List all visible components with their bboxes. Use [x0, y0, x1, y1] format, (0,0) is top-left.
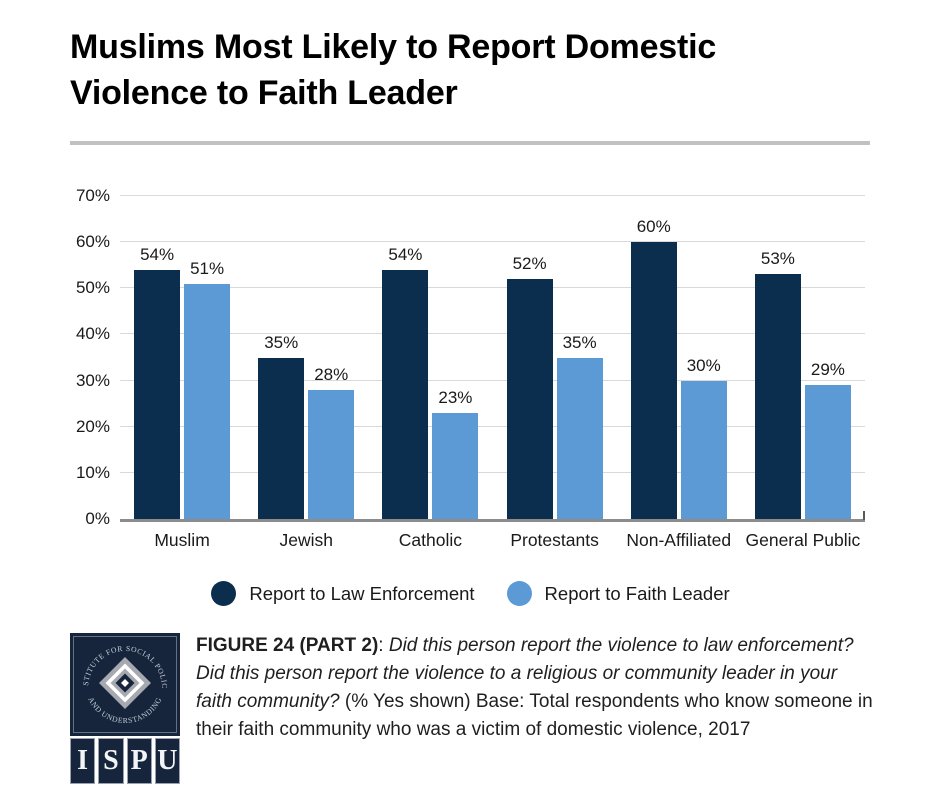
plot-area: 54% 51% 35% 28% 54% 23% 52% 35% 60% 30% 53% 29% [120, 195, 865, 522]
legend: Report to Law Enforcement Report to Faith… [0, 581, 941, 606]
ispu-letter-i: I [70, 738, 96, 784]
logo-diamond-and-arc-text: INSTITUTE FOR SOCIAL POLICY AND UNDERSTA… [70, 633, 168, 725]
bar-value-label: 29% [810, 360, 845, 380]
y-tick-label: 50% [75, 278, 110, 298]
bar: 30% [680, 356, 727, 519]
gridline [120, 241, 865, 243]
bar-group: 60% 30% [617, 196, 741, 519]
ispu-logo: INSTITUTE FOR SOCIAL POLICY AND UNDERSTA… [70, 633, 180, 784]
caption-question-text: Did this person report the violence to l… [196, 635, 854, 712]
caption-separator: : [378, 635, 389, 656]
bar: 28% [308, 365, 355, 519]
y-tick-label: 0% [85, 509, 110, 528]
bar-value-label: 51% [190, 258, 225, 278]
ispu-letter-row: I S P U [70, 738, 180, 784]
bar-group: 54% 51% [120, 196, 244, 519]
bar-value-label: 54% [388, 244, 423, 264]
logo-inner-border [73, 636, 177, 733]
ispu-letter-u: U [154, 738, 180, 784]
gridline [120, 333, 865, 335]
legend-swatch-circle [211, 581, 237, 606]
legend-swatch-circle [506, 581, 532, 606]
bar-group: 52% 35% [493, 196, 617, 519]
bar: 35% [258, 333, 305, 519]
bar-value-label: 28% [314, 364, 349, 384]
bar: 29% [804, 360, 851, 519]
bar: 23% [432, 388, 479, 519]
y-tick-label: 20% [75, 416, 110, 436]
figure-number-label: FIGURE 24 (PART 2) [196, 635, 379, 656]
bar: 54% [382, 245, 429, 519]
ispu-letter-p: P [126, 738, 152, 784]
gridline [120, 287, 865, 289]
legend-label: Report to Faith Leader [544, 582, 730, 604]
bar-value-label: 35% [264, 332, 299, 352]
y-axis-labels: 0% 10% 20% 30% 40% 50% 60% 70% [30, 186, 110, 528]
title-divider [70, 141, 870, 145]
gridline [120, 379, 865, 381]
bar: 54% [134, 245, 181, 519]
bar: 51% [184, 259, 231, 519]
legend-label: Report to Law Enforcement [249, 582, 475, 604]
bar-group: 53% 29% [741, 196, 865, 519]
x-axis-labels: Muslim Jewish Catholic Protestants Non-Affil… [120, 529, 865, 579]
y-tick-label: 40% [75, 324, 110, 344]
x-axis-label: Protestants [510, 530, 599, 550]
gridline [120, 195, 865, 196]
bar-value-label: 30% [686, 355, 721, 375]
y-tick-label: 60% [75, 232, 110, 252]
x-axis-label: Catholic [398, 530, 463, 550]
x-axis-label: Non-Affiliated [626, 530, 732, 550]
bar-value-label: 60% [636, 217, 671, 237]
bar-group: 35% 28% [244, 196, 368, 519]
ispu-letter-s: S [98, 738, 124, 784]
legend-item: Report to Law Enforcement [211, 581, 475, 606]
x-axis-label: General Public [745, 530, 861, 550]
gridline [120, 425, 865, 427]
y-tick-label: 10% [75, 462, 110, 482]
bar: 52% [506, 254, 553, 519]
y-tick-label: 30% [75, 370, 110, 390]
bar-group: 54% 23% [368, 196, 492, 519]
x-axis-label: Jewish [279, 530, 333, 550]
chart-title: Muslims Most Likely to Report Domestic V… [70, 28, 717, 112]
bar: 35% [556, 333, 603, 519]
bar-value-label: 54% [140, 244, 175, 264]
bar-value-label: 35% [562, 332, 597, 352]
figure-caption: FIGURE 24 (PART 2): Did this person repo… [196, 632, 874, 744]
ispu-logo-emblem: INSTITUTE FOR SOCIAL POLICY AND UNDERSTA… [70, 633, 180, 736]
legend-item: Report to Faith Leader [506, 581, 730, 606]
y-tick-label: 70% [75, 186, 110, 205]
diamond-layer-center [121, 679, 129, 687]
axis-corner-tick [863, 511, 865, 520]
caption-detail-text: (% Yes shown) Base: Total respondents wh… [196, 691, 873, 740]
x-axis-label: Muslim [154, 530, 210, 550]
bar-value-label: 52% [512, 254, 547, 274]
bar-value-label: 53% [760, 249, 795, 269]
bar-value-label: 23% [438, 387, 473, 407]
bar: 60% [630, 217, 677, 519]
gridline [120, 471, 865, 473]
bar: 53% [754, 249, 801, 519]
